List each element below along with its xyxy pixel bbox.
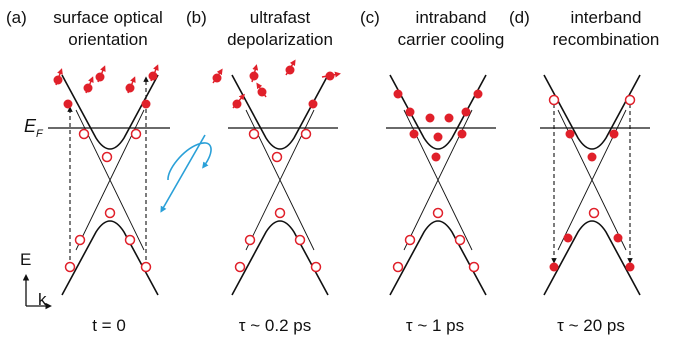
panel-c-diagram <box>386 74 496 296</box>
circular-polarization-icon <box>160 134 212 213</box>
cooled-electrons <box>393 89 483 162</box>
hole-circles <box>234 128 322 273</box>
spin-arrows <box>55 64 159 94</box>
panel-a-title-line2: orientation <box>68 30 148 49</box>
panel-d-title-line1: interband <box>570 8 642 27</box>
fermi-label: EF <box>24 116 43 140</box>
conduction-band <box>61 74 159 150</box>
panel-c-letter: (c) <box>360 8 380 27</box>
panel-a-time: t = 0 <box>92 316 126 335</box>
panel-d-diagram <box>540 74 650 296</box>
depolarized-electrons <box>212 65 335 109</box>
panel-d-title-line2: recombination <box>552 30 660 49</box>
momentum-axis-label: k <box>38 290 47 309</box>
panel-c-title-line1: intraband <box>415 8 487 27</box>
recombining-electrons <box>549 129 635 272</box>
panel-d-letter: (d) <box>509 8 530 27</box>
hole-circles <box>548 94 636 219</box>
panel-c-title-line2: carrier cooling <box>397 30 505 49</box>
panel-b-time: τ ~ 0.2 ps <box>238 316 312 335</box>
panel-a-letter: (a) <box>6 8 27 27</box>
panel-b-diagram <box>212 59 341 296</box>
panel-d-time: τ ~ 20 ps <box>557 316 625 335</box>
hole-circles <box>392 207 480 273</box>
valence-band <box>61 220 159 296</box>
panel-a-title-line1: surface optical <box>53 8 163 27</box>
panel-b-title-line1: ultrafast <box>249 8 311 27</box>
panel-b-letter: (b) <box>186 8 207 27</box>
energy-axis-label: E <box>20 250 32 269</box>
spin-polarized-electrons <box>53 71 158 109</box>
panel-c-time: τ ~ 1 ps <box>405 316 465 335</box>
panel-b-title-line2: depolarization <box>227 30 333 49</box>
panel-a-diagram <box>48 64 212 296</box>
spin-arrows <box>212 59 341 109</box>
hole-circles <box>64 128 152 273</box>
axis-arrows <box>22 274 52 310</box>
